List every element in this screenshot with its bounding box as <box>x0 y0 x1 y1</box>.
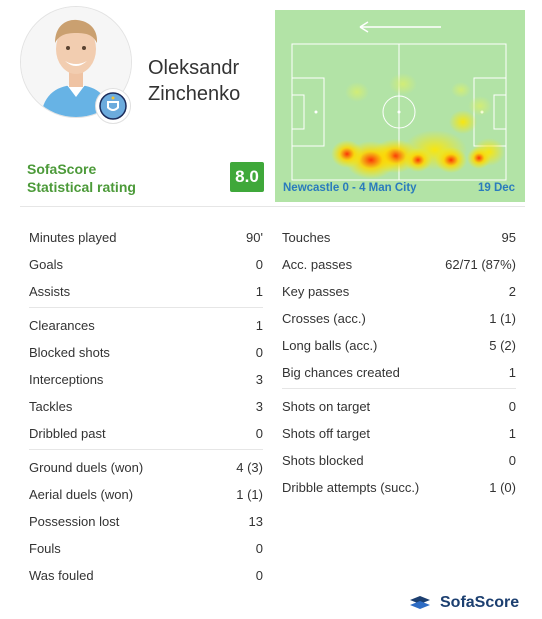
stat-row: Acc. passes 62/71 (87%) <box>282 251 516 278</box>
stat-row: Aerial duels (won) 1 (1) <box>29 481 263 508</box>
stat-value: 0 <box>255 568 263 583</box>
stat-value: 1 (1) <box>489 311 516 326</box>
stat-label: Ground duels (won) <box>29 460 144 475</box>
stat-value: 0 <box>255 426 263 441</box>
stat-label: Big chances created <box>282 365 400 380</box>
stat-row: Dribble attempts (succ.) 1 (0) <box>282 474 516 501</box>
stat-label: Dribble attempts (succ.) <box>282 480 420 495</box>
stat-label: Acc. passes <box>282 257 353 272</box>
man-city-crest-icon <box>99 92 127 120</box>
stat-row: Shots off target 1 <box>282 420 516 447</box>
footer-brand: SofaScore <box>408 594 519 612</box>
stat-label: Aerial duels (won) <box>29 487 134 502</box>
player-header: Oleksandr Zinchenko SofaScore Statistica… <box>0 0 542 205</box>
stat-label: Crosses (acc.) <box>282 311 366 326</box>
stat-label: Shots blocked <box>282 453 364 468</box>
match-date: 19 Dec <box>478 182 516 194</box>
stat-label: Shots on target <box>282 399 371 414</box>
stat-row: Big chances created 1 <box>282 359 516 386</box>
player-avatar <box>20 6 132 118</box>
stat-value: 0 <box>508 453 516 468</box>
stat-value: 1 <box>255 284 263 299</box>
stat-label: Fouls <box>29 541 61 556</box>
stat-row: Tackles 3 <box>29 393 263 420</box>
stats-column-left: Minutes played 90' Goals 0 Assists 1 Clearance… <box>29 224 263 595</box>
stat-row: Possession lost 13 <box>29 508 263 535</box>
stat-value: 0 <box>508 399 516 414</box>
stats-group: Ground duels (won) 4 (3) Aerial duels (won… <box>29 454 263 591</box>
rating-badge: 8.0 <box>230 162 264 192</box>
footer-brand-text: SofaScore <box>440 594 520 611</box>
stat-value: 90' <box>246 230 263 245</box>
stats-column-right: Touches 95 Acc. passes 62/71 (87%) Key passe… <box>282 224 516 507</box>
stat-row: Shots on target 0 <box>282 393 516 420</box>
stat-value: 1 (1) <box>236 487 263 502</box>
stat-row: Fouls 0 <box>29 535 263 562</box>
stat-row: Long balls (acc.) 5 (2) <box>282 332 516 359</box>
stat-label: Minutes played <box>29 230 117 245</box>
stats-group: Minutes played 90' Goals 0 Assists 1 <box>29 224 263 308</box>
stat-value: 5 (2) <box>489 338 516 353</box>
stat-value: 3 <box>255 372 263 387</box>
stat-row: Assists 1 <box>29 278 263 305</box>
heatmap-pitch <box>291 21 507 181</box>
stat-row: Crosses (acc.) 1 (1) <box>282 305 516 332</box>
stat-value: 13 <box>248 514 263 529</box>
stat-value: 1 (0) <box>489 480 516 495</box>
stat-row: Interceptions 3 <box>29 366 263 393</box>
arrow-left-icon <box>359 21 441 33</box>
stat-label: Dribbled past <box>29 426 106 441</box>
stat-label: Blocked shots <box>29 345 110 360</box>
stats-group: Shots on target 0 Shots off target 1 Shots b… <box>282 393 516 503</box>
stat-value: 1 <box>508 426 516 441</box>
player-photo-icon <box>21 7 131 117</box>
player-last-name: Zinchenko <box>148 83 241 105</box>
stats-group: Clearances 1 Blocked shots 0 Interceptions 3 T… <box>29 312 263 450</box>
stat-row: Clearances 1 <box>29 312 263 339</box>
stat-row: Shots blocked 0 <box>282 447 516 474</box>
stat-label: Interceptions <box>29 372 104 387</box>
stat-row: Goals 0 <box>29 251 263 278</box>
player-first-name: Oleksandr <box>148 57 240 79</box>
sofascore-logo-icon <box>410 596 430 609</box>
stat-row: Key passes 2 <box>282 278 516 305</box>
stat-row: Dribbled past 0 <box>29 420 263 447</box>
club-badge <box>95 88 131 124</box>
stat-row: Touches 95 <box>282 224 516 251</box>
stat-value: 95 <box>501 230 516 245</box>
stat-row: Minutes played 90' <box>29 224 263 251</box>
stat-label: Long balls (acc.) <box>282 338 378 353</box>
stat-value: 3 <box>255 399 263 414</box>
stat-label: Possession lost <box>29 514 120 529</box>
stat-value: 2 <box>508 284 516 299</box>
stats-group: Touches 95 Acc. passes 62/71 (87%) Key passe… <box>282 224 516 389</box>
stat-label: Key passes <box>282 284 350 299</box>
rating-label-line1: SofaScore <box>27 161 97 177</box>
stat-row: Ground duels (won) 4 (3) <box>29 454 263 481</box>
match-label[interactable]: Newcastle 0 - 4 Man City <box>283 182 417 194</box>
stat-label: Shots off target <box>282 426 370 441</box>
rating-label-line2: Statistical rating <box>27 179 136 195</box>
stat-label: Goals <box>29 257 63 272</box>
stat-label: Assists <box>29 284 71 299</box>
stat-label: Touches <box>282 230 331 245</box>
stat-value: 1 <box>255 318 263 333</box>
stat-value: 0 <box>255 257 263 272</box>
stat-label: Was fouled <box>29 568 94 583</box>
stat-value: 1 <box>508 365 516 380</box>
stat-row: Blocked shots 0 <box>29 339 263 366</box>
stat-label: Clearances <box>29 318 95 333</box>
heatmap <box>275 10 525 202</box>
stat-row: Was fouled 0 <box>29 562 263 589</box>
stat-value: 4 (3) <box>236 460 263 475</box>
stat-value: 0 <box>255 541 263 556</box>
stat-value: 0 <box>255 345 263 360</box>
stat-value: 62/71 (87%) <box>445 257 516 272</box>
player-name: Oleksandr Zinchenko <box>148 55 240 107</box>
stat-label: Tackles <box>29 399 73 414</box>
rating-label: SofaScore Statistical rating <box>27 160 136 196</box>
header-divider <box>20 206 525 207</box>
